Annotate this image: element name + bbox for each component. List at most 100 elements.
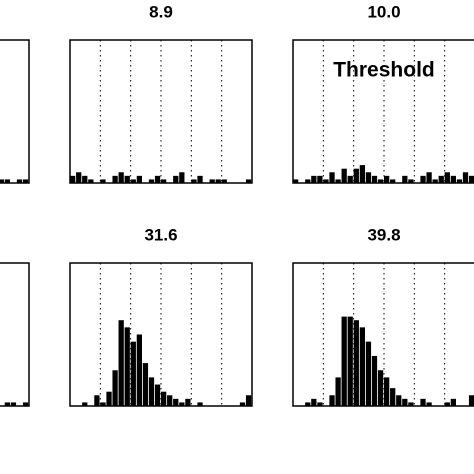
histogram-bar (377, 370, 384, 406)
histogram-bar (341, 168, 347, 183)
histogram-bar (468, 175, 474, 183)
histogram-bar (118, 320, 124, 406)
histogram-bar (148, 377, 155, 406)
histogram-bar (22, 402, 29, 406)
histogram-bar (462, 172, 469, 183)
histogram-bar (221, 179, 227, 183)
histogram-bar (390, 388, 396, 406)
histogram-bar (347, 175, 353, 183)
histogram-bar (347, 316, 353, 406)
histogram-bar (323, 179, 329, 183)
panel-title: 39.8 (367, 225, 400, 244)
histogram-bar (444, 402, 450, 406)
histogram-bar (161, 179, 167, 183)
histogram-bar (311, 175, 317, 183)
histogram-bar (359, 327, 365, 406)
histogram-bar (335, 179, 341, 183)
plot-frame (69, 39, 253, 184)
histogram-bar (329, 172, 335, 183)
histogram-bar (10, 402, 17, 406)
panel (0, 39, 30, 184)
plot-frame (292, 39, 474, 184)
histogram-bar (173, 398, 179, 406)
histogram-bar (82, 175, 88, 183)
histogram-bar (22, 179, 29, 183)
histogram-bar (335, 377, 341, 406)
plot-frame (69, 262, 253, 407)
histogram-bar (329, 395, 335, 406)
histogram-bar (420, 398, 426, 406)
panel-title: 8.9 (149, 2, 173, 21)
histogram-bar (76, 172, 82, 183)
histogram-bar (353, 320, 359, 406)
histogram-bar (365, 172, 372, 183)
histogram-bar (118, 172, 124, 183)
histogram-bar (4, 179, 10, 183)
histogram-bar (456, 179, 463, 183)
histogram-bar (402, 175, 408, 183)
histogram-bar (239, 402, 246, 406)
histogram-bar (112, 175, 118, 183)
histogram-bar (130, 341, 136, 406)
histogram-bar (311, 398, 317, 406)
histogram-bar (426, 172, 432, 183)
panel (0, 262, 30, 407)
histogram-bar (82, 402, 88, 406)
panel: 39.8 (292, 225, 474, 407)
histogram-bar (148, 179, 155, 183)
histogram-bar (371, 175, 378, 183)
histogram-bar (215, 179, 221, 183)
histogram-bar (245, 179, 252, 183)
histogram-bar (112, 370, 118, 406)
panel-title: 31.6 (144, 225, 177, 244)
histogram-bar (197, 402, 203, 406)
panel: 8.9 (69, 2, 253, 184)
histogram-bar (365, 341, 372, 406)
histogram-bar (408, 179, 414, 183)
histogram-bar (124, 175, 130, 183)
histogram-bar (179, 172, 185, 183)
histogram-bar (4, 402, 10, 406)
histogram-bar (245, 395, 252, 406)
histogram-bar (124, 327, 130, 406)
panel-title: 10.0 (367, 2, 400, 21)
histogram-bar (420, 175, 426, 183)
histogram-bar (154, 175, 161, 183)
histogram-bar (450, 398, 456, 406)
histogram-bar (444, 172, 450, 183)
histogram-bar (100, 179, 106, 183)
histogram-bar (317, 175, 323, 183)
histogram-bar (130, 179, 136, 183)
histogram-bar (0, 179, 4, 183)
histogram-bar (408, 402, 414, 406)
histogram-bar (438, 175, 444, 183)
histogram-bar (94, 395, 100, 406)
histogram-bar (305, 402, 311, 406)
histogram-bar (305, 179, 311, 183)
histogram-bar (191, 179, 197, 183)
histogram-bar (293, 179, 299, 183)
histogram-bar (353, 168, 359, 183)
histogram-bar (161, 391, 167, 406)
histogram-bar (209, 179, 215, 183)
histogram-bar (88, 179, 94, 183)
histogram-bar (384, 175, 390, 183)
histogram-bar (142, 363, 149, 406)
histogram-bar (317, 402, 323, 406)
panel: 10.0 Threshold (292, 2, 474, 184)
histogram-bar (136, 175, 142, 183)
histogram-bar (426, 402, 432, 406)
histogram-bar (468, 395, 474, 406)
plot-frame (292, 262, 474, 407)
histogram-bar (390, 179, 396, 183)
panel: 31.6 (69, 225, 253, 407)
histogram-bar (450, 175, 456, 183)
histogram-bar (384, 377, 390, 406)
histogram-bar (185, 398, 191, 406)
histogram-bar (154, 384, 161, 406)
histogram-bar (402, 398, 408, 406)
histogram-bar (359, 165, 365, 183)
histogram-bar (136, 334, 142, 406)
